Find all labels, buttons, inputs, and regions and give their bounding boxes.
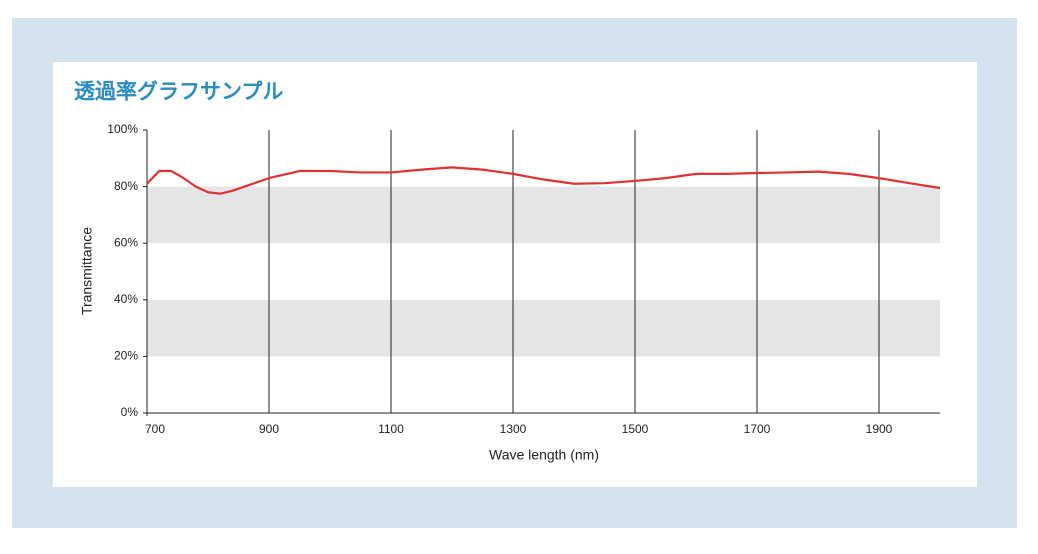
- x-tick-label: 900: [259, 422, 279, 436]
- x-tick-label: 1100: [378, 422, 404, 436]
- x-tick-label: 700: [145, 422, 165, 436]
- shaded-band: [147, 186, 940, 244]
- x-tick-label: 1300: [500, 422, 527, 436]
- y-axis-title: Transmittance: [79, 227, 95, 315]
- x-tick-label: 1900: [866, 422, 893, 436]
- y-tick-label: 40%: [114, 292, 138, 306]
- y-tick-label: 0%: [121, 405, 139, 419]
- y-tick-label: 60%: [114, 235, 138, 249]
- y-tick-label: 20%: [114, 349, 138, 363]
- x-tick-label: 1500: [622, 422, 649, 436]
- y-tick-label: 80%: [114, 179, 138, 193]
- shaded-band: [147, 299, 940, 357]
- chart-card: [53, 62, 977, 487]
- y-tick-label: 100%: [107, 122, 138, 136]
- data-line: [146, 166, 941, 195]
- x-axis-title: Wave length (nm): [489, 447, 599, 463]
- chart-title: 透過率グラフサンプル: [74, 80, 283, 104]
- x-tick-label: 1700: [744, 422, 771, 436]
